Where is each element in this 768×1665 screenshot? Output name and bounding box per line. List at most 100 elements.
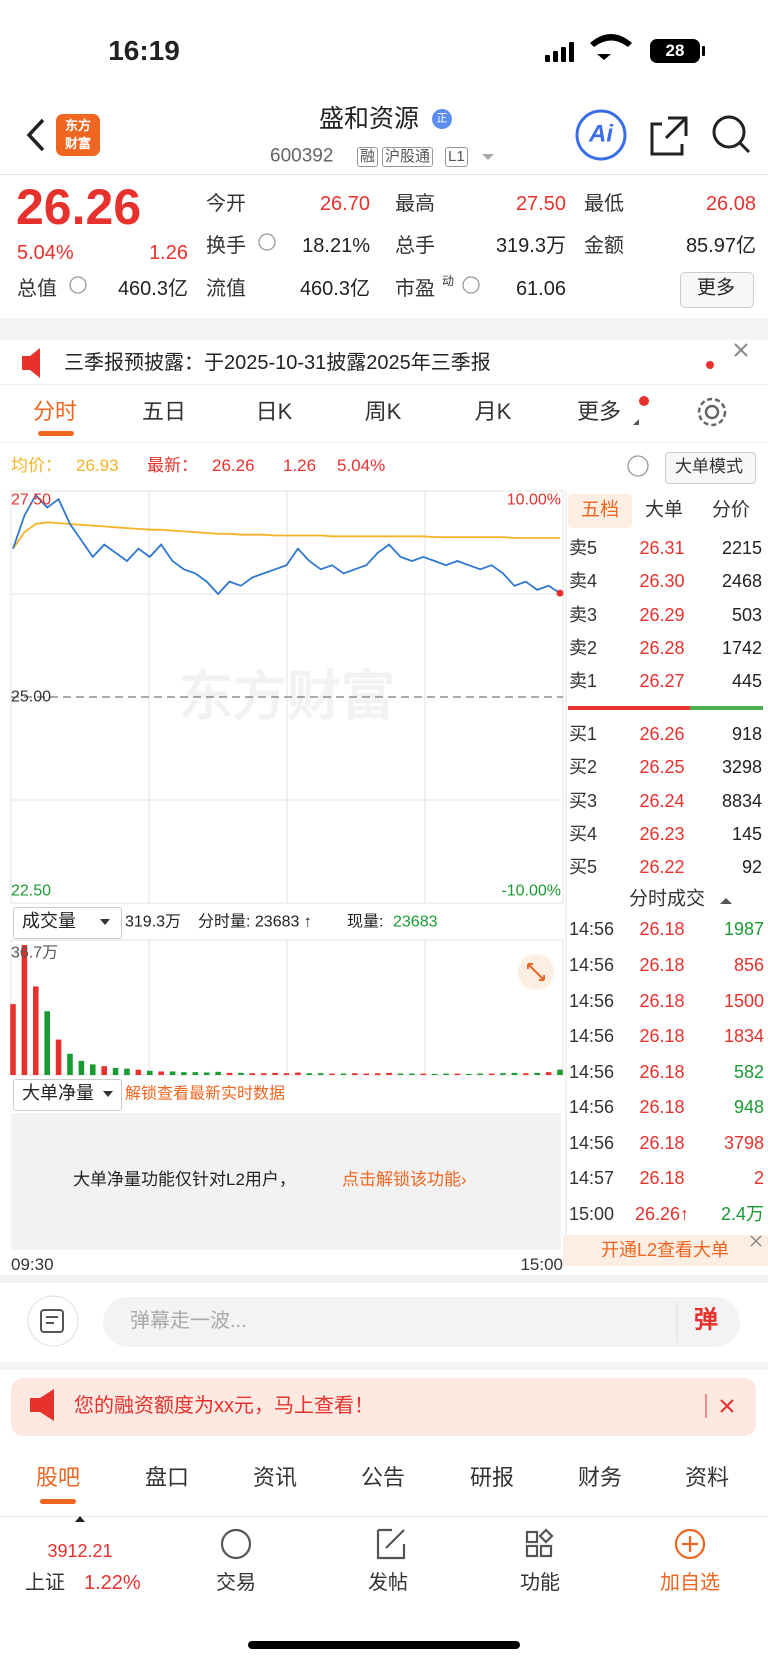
volume-bar [431,1073,438,1075]
content-tab[interactable]: 资料 [684,1464,730,1490]
volume-bar [443,1073,449,1075]
content-tab[interactable]: 资讯 [252,1464,298,1490]
unlock-link[interactable]: 解锁查看最新实时数据 [125,1085,286,1103]
nav-icons [220,1528,706,1560]
danmaku-button[interactable]: 弹 [694,1306,718,1334]
unlock-band[interactable] [563,1235,768,1266]
stat-label: 市盈 [395,278,435,300]
mode-button[interactable]: 大单模式 [675,456,743,476]
ask-bar [568,706,690,710]
avg-value: 26.93 [76,455,119,475]
promo-text[interactable]: 您的融资额度为xx元，马上查看！ [74,1395,374,1417]
book-volume: 1742 [721,638,762,659]
chart-tab[interactable]: 日K [255,398,293,424]
volume-total: 319.3万 [125,913,182,931]
back-button[interactable] [26,118,45,152]
separator [0,318,768,340]
nav-item[interactable]: 功能 [520,1572,560,1594]
y-tick-label: 36.7万 [11,944,59,962]
volume-bar [477,1073,484,1075]
more-box[interactable] [680,272,754,308]
dropdown[interactable] [103,1091,113,1097]
volume-bar [454,1073,461,1075]
nav-item[interactable]: 发帖 [368,1572,408,1594]
volume-bar [203,1072,210,1075]
stat-value: 61.06 [515,278,566,300]
last-price-dot [556,589,564,597]
trade-price: 26.26↑ [634,1204,690,1225]
chart-tab[interactable]: 更多 [576,398,622,424]
nav-item[interactable]: 交易 [216,1572,256,1594]
volume-selector[interactable]: 成交量 [22,911,76,932]
stat-label: 最低 [584,193,624,215]
watermark: 东方财富 [179,666,395,727]
book-tab[interactable]: 分价 [711,499,751,521]
content-tab[interactable]: 研报 [469,1464,515,1490]
book-price: 26.28 [639,638,685,659]
nav-item[interactable]: 加自选 [660,1572,720,1594]
volume-bar [466,1073,472,1075]
book-tab[interactable]: 五档 [580,499,620,521]
volume-selector-box[interactable] [13,907,122,939]
content-tab[interactable]: 盘口 [144,1464,190,1490]
net-selector-box[interactable] [13,1079,122,1111]
stat-value: 85.97亿 [685,235,756,257]
search-button[interactable] [712,115,751,154]
mode-box[interactable] [665,452,756,484]
input-placeholder[interactable]: 弹幕走一波... [130,1310,247,1332]
content-tab[interactable]: 股吧 [35,1464,81,1490]
active-book-tab[interactable] [568,494,632,528]
net-selector[interactable]: 大单净量 [22,1083,94,1104]
trade-volume: 948 [733,1097,764,1118]
current-label: 现量: [347,913,384,931]
ai-circle[interactable] [575,109,627,161]
close-notice[interactable] [734,343,748,357]
separator [0,1275,768,1283]
book-volume: 2215 [721,538,762,559]
volume-bar [44,1011,50,1075]
content-tab[interactable]: 公告 [360,1464,406,1490]
locked-panel [11,1113,561,1250]
notice-text[interactable]: 三季报预披露：于2025-10-31披露2025年三季报 [64,352,491,374]
chart-tab[interactable]: 五日 [141,398,187,424]
ai-button[interactable]: Ai [589,120,613,148]
settings-button[interactable] [697,397,727,427]
volume-bar [67,1053,73,1075]
close-unlock[interactable] [750,1235,762,1247]
volume-bar [352,1073,358,1075]
chart-tab[interactable]: 周K [364,398,402,424]
stat-value: 26.08 [705,193,756,215]
avg-label: 均价： [11,455,62,475]
volume-bar [89,1064,96,1075]
close-promo[interactable] [720,1399,734,1413]
more-button[interactable]: 更多 [696,277,736,299]
tag: 融 [357,147,379,167]
content-tab[interactable]: 财务 [577,1464,623,1490]
dropdown[interactable] [100,919,110,925]
bid-bar [690,706,763,710]
trade-time: 14:56 [569,991,615,1012]
y-tick-label: 27.50 [11,491,52,509]
volume-bar [55,1039,62,1075]
notice-dot [706,361,714,369]
y2-tick-label: -10.00% [501,882,561,900]
book-tab[interactable]: 大单 [644,499,684,521]
comment-input[interactable] [103,1297,740,1347]
trade-price: 26.18 [639,919,685,940]
unlock-action[interactable]: 点击解锁该功能› [342,1169,467,1189]
dropdown[interactable] [482,154,494,160]
stat-label: 流值 [206,278,246,300]
unlock-l2[interactable]: 开通L2查看大单 [600,1240,730,1261]
promo-banner[interactable] [11,1378,756,1436]
volume-bar [340,1073,347,1075]
volume-bar [192,1072,199,1075]
tag: 沪股通 [382,147,434,167]
chart-tab[interactable]: 分时 [32,398,78,424]
menu-button[interactable] [27,1295,79,1347]
expand-button[interactable] [518,954,554,990]
book-price: 26.26 [639,724,685,745]
book-label: 买2 [569,757,598,778]
share-button[interactable] [650,116,688,156]
chart-tab[interactable]: 月K [474,398,512,424]
